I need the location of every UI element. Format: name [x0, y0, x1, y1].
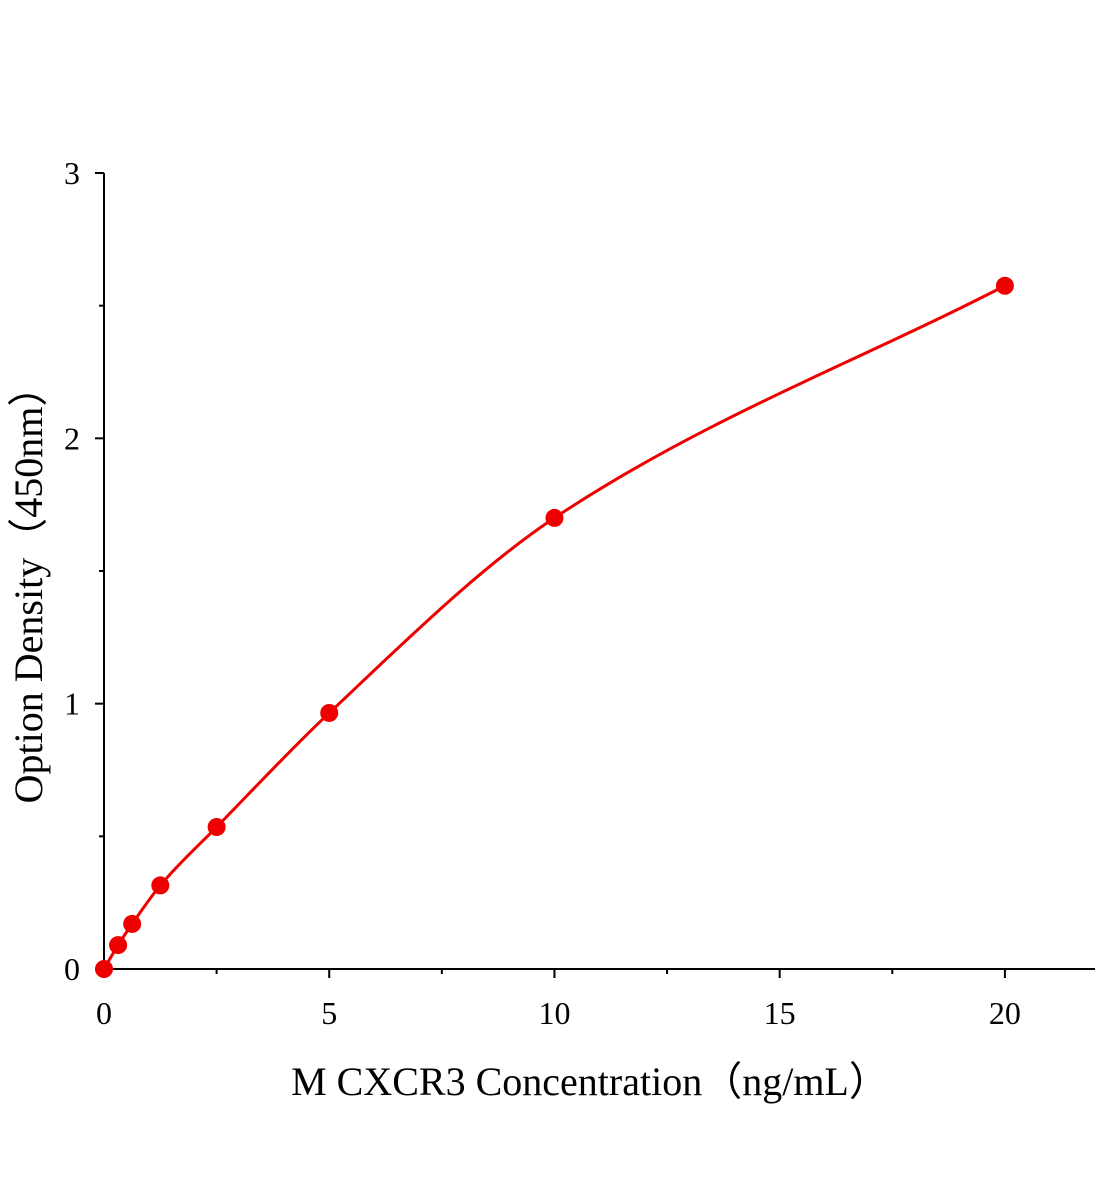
x-axis-title: M CXCR3 Concentration（ng/mL） [291, 1059, 889, 1104]
fit-curve [102, 284, 1006, 970]
x-tick-label: 5 [321, 995, 337, 1031]
data-point [207, 818, 226, 837]
x-axis: 0 5 10 15 20 [96, 968, 1095, 1031]
y-ticks: 0 1 2 3 [64, 155, 104, 987]
x-ticks: 0 5 10 15 20 [96, 969, 1021, 1031]
data-point [95, 960, 113, 978]
x-tick-label: 20 [989, 995, 1021, 1031]
x-tick-label: 0 [96, 995, 112, 1031]
data-point [109, 936, 128, 955]
data-point [545, 508, 564, 527]
data-point [123, 914, 142, 933]
y-axis: 0 1 2 3 [64, 155, 105, 987]
data-points [95, 276, 1014, 978]
y-tick-label: 1 [64, 686, 80, 722]
data-point [151, 876, 170, 895]
data-point [995, 276, 1014, 295]
y-tick-label: 2 [64, 420, 80, 456]
x-tick-label: 15 [764, 995, 796, 1031]
y-tick-label: 3 [64, 155, 80, 191]
data-point [320, 703, 339, 722]
y-tick-label: 0 [64, 951, 80, 987]
x-tick-label: 10 [538, 995, 570, 1031]
y-axis-title: Option Density（450nm） [6, 367, 51, 804]
